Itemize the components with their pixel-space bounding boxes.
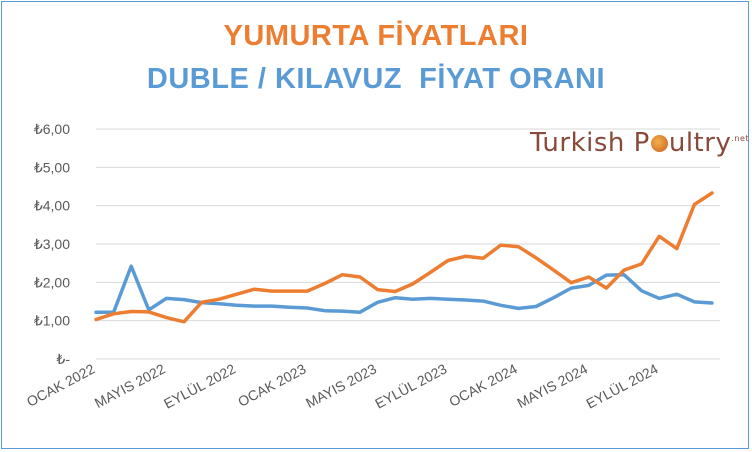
logo-suffix: .net <box>731 134 750 143</box>
x-tick-label: OCAK 2024 <box>446 360 520 409</box>
x-tick-label: EYLÜL 2024 <box>583 360 661 412</box>
y-tick-label: ₺- <box>56 351 70 367</box>
series-lines <box>94 191 714 324</box>
gridlines <box>96 128 720 360</box>
logo-text-start: Turkish P <box>530 128 650 158</box>
x-tick-label: MAYIS 2024 <box>514 360 590 411</box>
y-tick-label: ₺5,00 <box>34 159 70 175</box>
y-axis-ticks: ₺6,00 ₺5,00 ₺4,00 ₺3,00 ₺2,00 ₺1,00 ₺- <box>34 121 70 367</box>
logo-text-end: ultry <box>668 128 732 158</box>
chart-subtitle: DUBLE / KILAVUZ FİYAT ORANI <box>146 63 606 95</box>
y-tick-label: ₺3,00 <box>34 236 70 252</box>
x-tick-label: OCAK 2022 <box>24 360 98 409</box>
y-tick-label: ₺6,00 <box>34 121 70 137</box>
y-tick-label: ₺4,00 <box>34 198 70 214</box>
chart-title: YUMURTA FİYATLARI <box>223 20 529 52</box>
turkish-poultry-logo: Turkish P ultry.net <box>530 128 749 158</box>
egg-icon <box>650 135 668 152</box>
x-tick-label: MAYIS 2023 <box>303 360 379 411</box>
x-tick-label: OCAK 2023 <box>235 360 309 409</box>
x-tick-label: EYLÜL 2022 <box>161 360 239 412</box>
series-line-1 <box>94 264 714 314</box>
series-line-2 <box>94 191 714 324</box>
x-tick-label: MAYIS 2022 <box>92 360 168 411</box>
y-tick-label: ₺1,00 <box>34 313 70 329</box>
x-tick-label: EYLÜL 2023 <box>372 360 450 412</box>
y-tick-label: ₺2,00 <box>34 274 70 290</box>
